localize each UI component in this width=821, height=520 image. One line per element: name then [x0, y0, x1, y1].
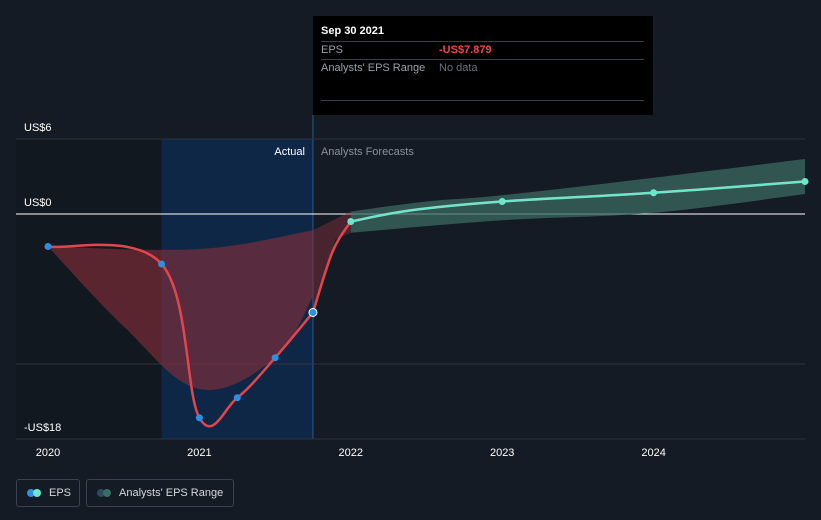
tooltip-eps-label: EPS: [321, 44, 344, 56]
forecast-point-3: [801, 178, 809, 185]
tooltip-range-label: Analysts' EPS Range: [321, 62, 426, 74]
forecast-line: [350, 180, 806, 223]
forecast-section-label: Analysts Forecasts: [321, 146, 414, 158]
eps-point-1: [158, 260, 166, 268]
tooltip-date: Sep 30 2021: [321, 25, 384, 37]
actual-section-label: Actual: [274, 146, 305, 158]
eps-point-4: [271, 354, 279, 362]
eps-point-3: [233, 394, 241, 402]
x-tick-label-2: 2022: [339, 447, 363, 459]
x-tick-label-4: 2024: [641, 447, 665, 459]
forecast-point-1: [498, 198, 506, 205]
tooltip-row-range: Analysts' EPS Range No data: [321, 59, 644, 101]
y-tick-label-0: US$6: [24, 122, 52, 134]
tooltip-range-value: No data: [439, 62, 478, 74]
tooltip: Sep 30 2021 EPS -US$7.879 Analysts' EPS …: [313, 16, 653, 115]
eps-point-2: [195, 414, 203, 422]
eps-point-5: [308, 307, 318, 317]
range-legend-icon: [97, 489, 113, 497]
transition-range-area: [312, 211, 351, 313]
eps-legend-icon: [27, 489, 43, 497]
eps-bridge-line: [311, 220, 352, 313]
x-tick-label-1: 2021: [187, 447, 211, 459]
tooltip-row-eps: EPS -US$7.879: [321, 41, 644, 59]
x-tick-label-0: 2020: [36, 447, 60, 459]
forecast-point-2: [650, 189, 658, 197]
y-tick-label-2: -US$18: [24, 422, 61, 434]
eps-point-0: [44, 243, 52, 250]
y-tick-label-1: US$0: [24, 197, 52, 209]
legend-range-label: Analysts' EPS Range: [119, 487, 224, 499]
legend-eps[interactable]: EPS: [16, 479, 80, 507]
legend-eps-label: EPS: [49, 487, 72, 499]
tooltip-eps-value: -US$7.879: [439, 44, 492, 56]
x-tick-label-3: 2023: [490, 447, 514, 459]
legend-range[interactable]: Analysts' EPS Range: [86, 479, 234, 507]
forecast-point-0: [347, 218, 355, 225]
